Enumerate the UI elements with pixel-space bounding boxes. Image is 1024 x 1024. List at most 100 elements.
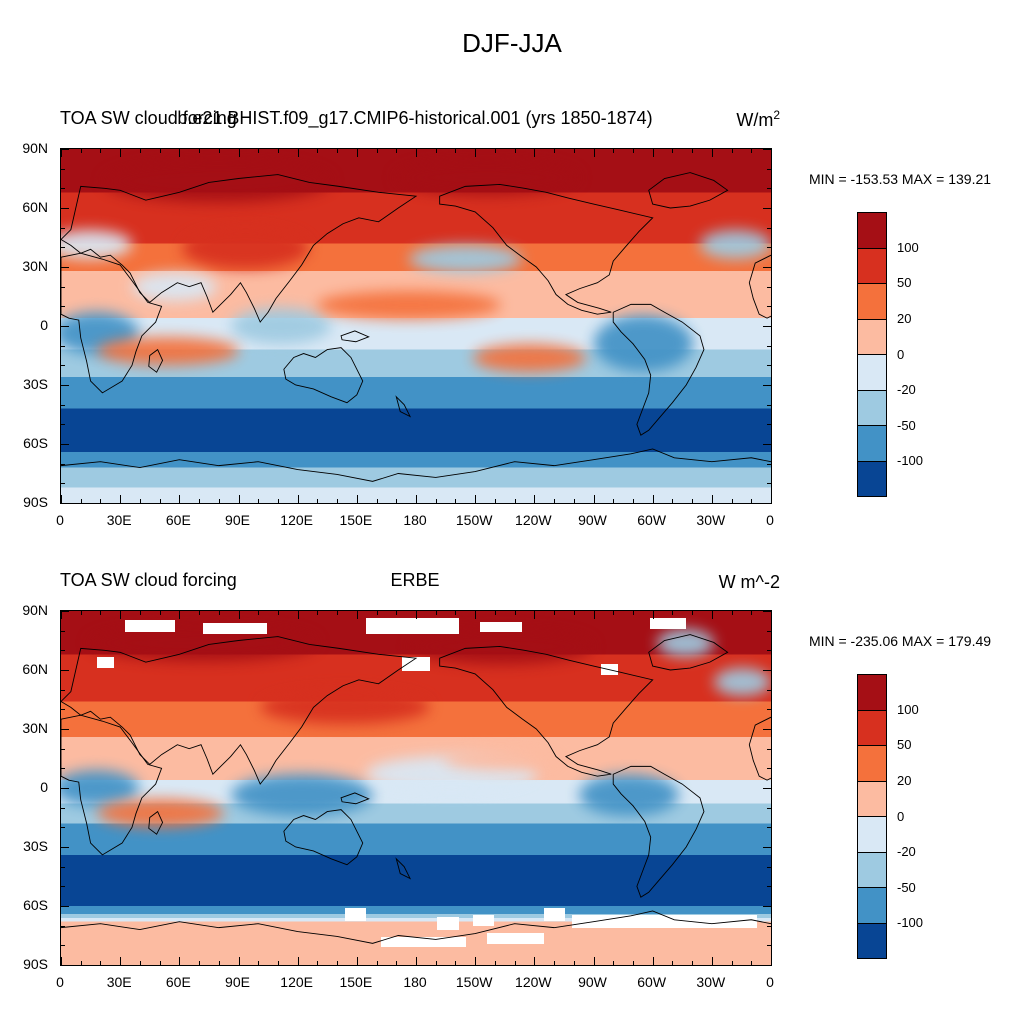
axis-tick [514, 611, 516, 615]
axis-tick [61, 807, 65, 809]
axis-tick [494, 499, 496, 503]
axis-tick [573, 611, 575, 615]
axis-tick [763, 611, 771, 612]
axis-tick [179, 149, 181, 157]
anomaly-layer [61, 611, 771, 965]
missing-data-patch [401, 657, 431, 672]
minmax-label: MIN = -153.53 MAX = 139.21 [808, 171, 992, 187]
axis-tick [100, 149, 102, 153]
axis-tick [297, 611, 299, 619]
axis-tick [751, 149, 753, 153]
colorbar-box [858, 390, 886, 426]
latitude-axis: 90N 60N 30N 0 30S 60S 90S [6, 140, 52, 510]
anomaly-blob-east-asia-warm [181, 226, 310, 270]
colorbar-box [858, 781, 886, 817]
axis-tick [61, 630, 65, 632]
axis-tick [238, 495, 240, 503]
axis-tick [763, 906, 771, 907]
axis-tick [61, 503, 69, 504]
axis-tick [593, 957, 595, 965]
anomaly-layer [61, 149, 771, 503]
axis-tick [61, 689, 65, 691]
axis-tick [61, 208, 69, 209]
axis-tick [218, 611, 220, 615]
axis-tick [317, 499, 319, 503]
axis-tick [494, 961, 496, 965]
axis-tick [356, 957, 358, 965]
axis-tick [534, 495, 536, 503]
axis-tick [455, 149, 457, 153]
colorbar-box [858, 852, 886, 888]
lat-tick-label: 30S [23, 838, 48, 854]
axis-tick [61, 424, 65, 426]
axis-tick [767, 188, 771, 190]
axis-tick [61, 611, 62, 619]
axis-tick [139, 149, 141, 153]
lat-tick-label: 60N [22, 661, 48, 677]
colorbar-boxes [857, 674, 887, 959]
axis-tick [751, 961, 753, 965]
missing-data-patch [437, 917, 459, 930]
lon-tick-label: 60W [637, 974, 667, 990]
axis-tick [771, 495, 772, 503]
colorbar-box [858, 923, 886, 958]
panel-erbe: TOA SW cloud forcing ERBE W m^-2 90N 60N 3… [0, 557, 1024, 1019]
panel-title-center: ERBE [390, 570, 440, 590]
axis-tick [763, 788, 771, 789]
axis-tick [435, 611, 437, 615]
axis-tick [61, 326, 69, 327]
axis-tick [455, 961, 457, 965]
colorbar-tick-label: -100 [897, 453, 924, 469]
axis-tick [632, 961, 634, 965]
axis-tick [100, 961, 102, 965]
axis-tick [767, 168, 771, 170]
axis-tick [61, 365, 65, 367]
axis-tick [297, 495, 299, 503]
axis-tick [613, 499, 615, 503]
axis-tick [396, 961, 398, 965]
axis-tick [763, 385, 771, 386]
axis-tick [179, 611, 181, 619]
axis-tick [61, 267, 69, 268]
axis-tick [731, 499, 733, 503]
axis-tick [767, 404, 771, 406]
axis-tick [711, 957, 713, 965]
colorbar-box [858, 817, 886, 853]
colorbar: 100 50 20 0 -20 -50 -100 [857, 212, 923, 497]
axis-tick [277, 961, 279, 965]
lon-tick-label: 0 [56, 974, 64, 990]
colorbar-tick-label: 20 [897, 310, 912, 326]
axis-tick [61, 306, 65, 308]
axis-tick [593, 149, 595, 157]
lon-tick-label: 150E [339, 512, 373, 528]
axis-tick [731, 149, 733, 153]
axis-tick [767, 424, 771, 426]
lat-tick-label: 60S [23, 435, 48, 451]
colorbar: 100 50 20 0 -20 -50 -100 [857, 674, 923, 959]
axis-tick [416, 149, 417, 157]
lat-tick-label: 0 [40, 779, 48, 795]
axis-tick [61, 483, 65, 485]
axis-tick [159, 499, 161, 503]
lon-tick-label: 60W [637, 512, 667, 528]
axis-tick [554, 149, 556, 153]
axis-tick [632, 149, 634, 153]
axis-tick [632, 611, 634, 615]
missing-data-patch [96, 657, 115, 668]
axis-tick [199, 961, 201, 965]
anomaly-blob-central-pacific-warm [316, 290, 502, 319]
axis-tick [672, 149, 674, 153]
colorbar-box [858, 675, 886, 711]
axis-tick [337, 499, 339, 503]
axis-tick [751, 499, 753, 503]
axis-tick [573, 961, 575, 965]
axis-tick [199, 499, 201, 503]
axis-tick [672, 611, 674, 615]
axis-tick [573, 149, 575, 153]
axis-tick [238, 149, 240, 157]
lon-tick-label: 90W [578, 974, 607, 990]
anomaly-blob-northwest-pacific-warm [259, 688, 431, 725]
axis-tick [767, 286, 771, 288]
axis-tick [767, 483, 771, 485]
axis-tick [475, 611, 477, 619]
